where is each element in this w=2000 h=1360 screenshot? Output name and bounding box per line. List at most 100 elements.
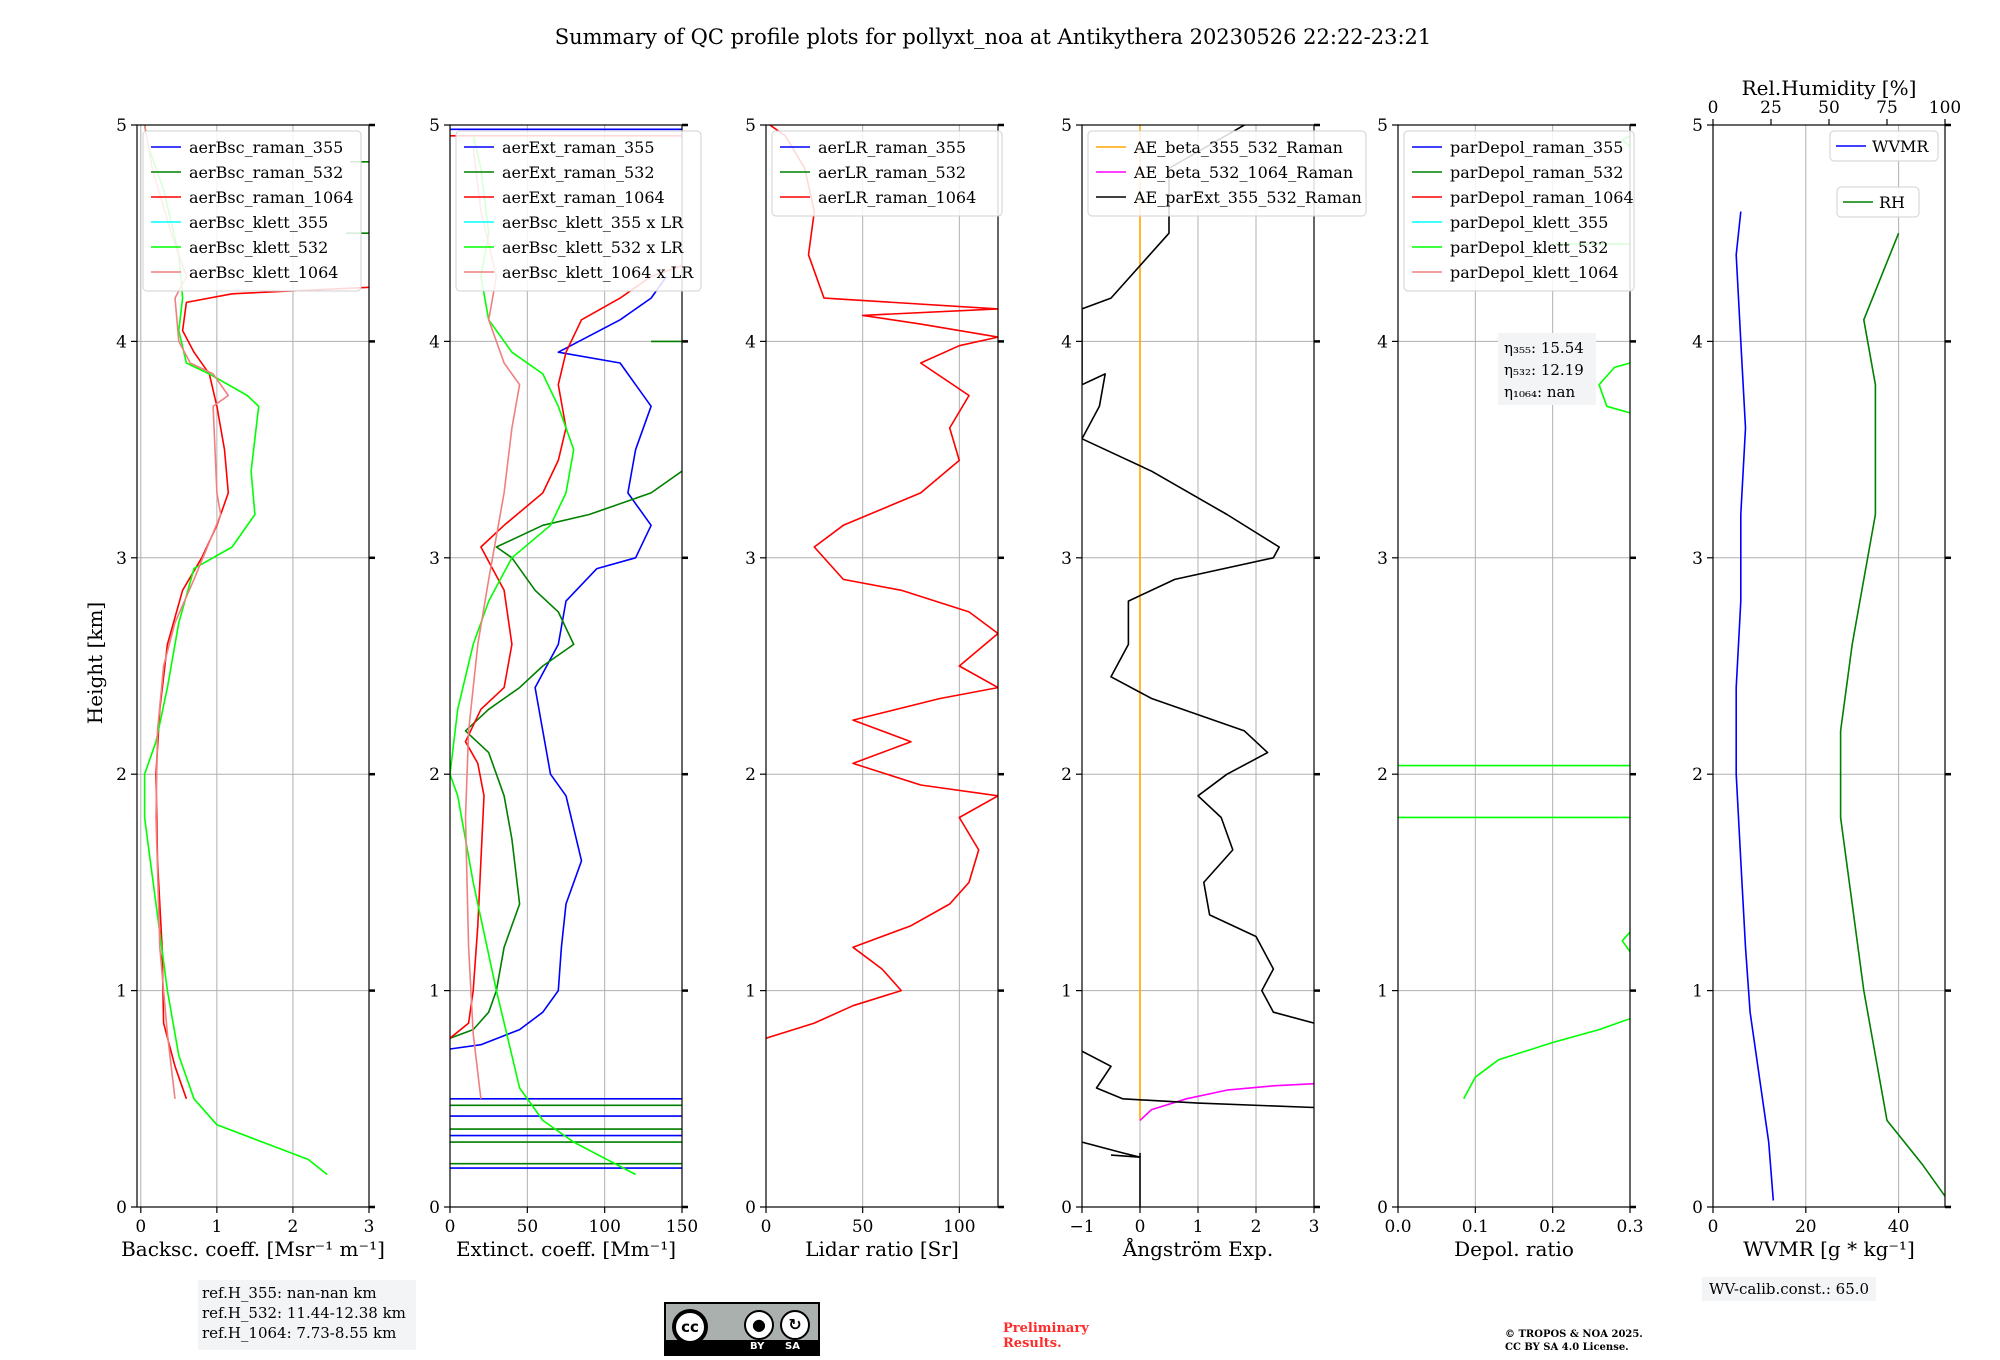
ytick-label-2-4: 4 — [745, 332, 756, 352]
legend-label-1-3: aerBsc_klett_355 x LR — [502, 213, 684, 232]
legend-box-0 — [142, 130, 362, 292]
legend-label-2-1: aerLR_raman_532 — [818, 163, 966, 182]
xtick-label-2-2: 100 — [943, 1217, 975, 1237]
ytick-label-0-3: 3 — [116, 549, 127, 569]
eta-line-4-2: η₁₀₆₄: nan — [1504, 383, 1575, 401]
ytick-label-5-5: 5 — [1692, 116, 1703, 136]
ytick-label-5-4: 4 — [1692, 332, 1703, 352]
series-1-0 — [450, 276, 668, 1050]
xlabel-5: WVMR [g * kg⁻¹] — [1743, 1237, 1915, 1261]
xlabel-1: Extinct. coeff. [Mm⁻¹] — [456, 1237, 676, 1261]
series-1-3 — [450, 135, 636, 1176]
x2label-5: Rel.Humidity [%] — [1742, 76, 1917, 100]
legend-box-3 — [1087, 130, 1367, 217]
legend-label-0-5: aerBsc_klett_1064 — [189, 263, 338, 282]
ytick-label-3-1: 1 — [1061, 982, 1072, 1002]
panel-1: 0 50 100 150 0 1 2 3 4 5 Extinct. coeff. [Mm⁻¹] aer… — [429, 116, 702, 1261]
legend-label-4-3: parDepol_klett_355 — [1450, 213, 1608, 232]
ytick-label-3-0: 0 — [1061, 1198, 1072, 1218]
copyright-note: © TROPOS & NOA 2025. CC BY SA 4.0 Licens… — [1505, 1328, 1643, 1354]
legend-label-0-2: aerBsc_raman_1064 — [189, 188, 354, 207]
series-3-4 — [1082, 1050, 1314, 1109]
series-2-0 — [766, 125, 998, 1039]
ytick-label-3-3: 3 — [1061, 549, 1072, 569]
ytick-label-2-0: 0 — [745, 1198, 756, 1218]
ytick-label-4-3: 3 — [1377, 549, 1388, 569]
xtick-label-1-1: 50 — [517, 1217, 539, 1237]
xtick-label-4-1: 0.1 — [1462, 1217, 1489, 1237]
series-4-1 — [1621, 931, 1630, 953]
legend-label-1-2: aerExt_raman_1064 — [502, 188, 665, 207]
cc-icon: cc — [672, 1309, 708, 1345]
series-4-2 — [1598, 362, 1630, 414]
xtick-label-5-1: 20 — [1795, 1217, 1817, 1237]
ytick-label-3-2: 2 — [1061, 765, 1072, 785]
xtick-label-4-3: 0.3 — [1616, 1217, 1643, 1237]
legend-label-4-1: parDepol_raman_532 — [1450, 163, 1623, 182]
legend-label-0-3: aerBsc_klett_355 — [189, 213, 328, 232]
xtick-label-2-1: 50 — [852, 1217, 874, 1237]
xlabel-0: Backsc. coeff. [Msr⁻¹ m⁻¹] — [121, 1237, 385, 1261]
ytick-label-4-5: 5 — [1377, 116, 1388, 136]
legend-box-5-1 — [1836, 186, 1920, 218]
legend-label-5-0: WVMR — [1872, 137, 1929, 156]
legend-label-4-5: parDepol_klett_1064 — [1450, 263, 1619, 282]
ytick-label-2-3: 3 — [745, 549, 756, 569]
x2tick-label-5-1: 25 — [1760, 98, 1782, 118]
ytick-label-2-1: 1 — [745, 982, 756, 1002]
axes-frame-1 — [449, 124, 683, 1208]
ytick-label-4-2: 2 — [1377, 765, 1388, 785]
xtick-label-2-0: 0 — [761, 1217, 772, 1237]
legend-label-4-0: parDepol_raman_355 — [1450, 138, 1623, 157]
sa-label: SA — [785, 1341, 800, 1352]
by-label: BY — [750, 1341, 765, 1352]
ytick-label-5-2: 2 — [1692, 765, 1703, 785]
legend-label-1-4: aerBsc_klett_532 x LR — [502, 238, 684, 257]
xtick-label-3-0: −1 — [1069, 1217, 1094, 1237]
series-3-1 — [1139, 1082, 1314, 1121]
x2tick-label-5-4: 100 — [1929, 98, 1961, 118]
legend-label-4-2: parDepol_raman_1064 — [1450, 188, 1634, 207]
ref-height-1064: ref.H_1064: 7.73-8.55 km — [202, 1324, 397, 1342]
x2tick-label-5-0: 0 — [1708, 98, 1719, 118]
ytick-label-0-1: 1 — [116, 982, 127, 1002]
legend-label-3-2: AE_parExt_355_532_Raman — [1133, 188, 1362, 207]
eta-line-4-1: η₅₃₂: 12.19 — [1504, 361, 1584, 379]
xtick-label-1-3: 150 — [666, 1217, 698, 1237]
ytick-label-2-2: 2 — [745, 765, 756, 785]
cc-license-badge: cc ● ↻ BY SA — [664, 1302, 820, 1356]
data-group-5 — [1735, 211, 1945, 1201]
axes-frame-2 — [765, 124, 999, 1208]
series-0-1 — [143, 125, 328, 1176]
data-group-3 — [1082, 125, 1314, 1207]
eta-box-4 — [1498, 333, 1596, 405]
ytick-label-1-5: 5 — [429, 116, 440, 136]
xtick-label-4-0: 0.0 — [1384, 1217, 1411, 1237]
axes-frame-5 — [1712, 124, 1946, 1208]
ytick-label-5-1: 1 — [1692, 982, 1703, 1002]
ytick-label-3-5: 5 — [1061, 116, 1072, 136]
panel-5: 0 20 40 0 1 2 3 4 5 WVMR [g * kg⁻¹] 0 25 50 75 100 Rel.… — [1692, 76, 1961, 1261]
copyright-line-1: © TROPOS & NOA 2025. — [1505, 1329, 1643, 1340]
ytick-label-0-5: 5 — [116, 116, 127, 136]
ytick-label-5-0: 0 — [1692, 1198, 1703, 1218]
legend-label-3-0: AE_beta_355_532_Raman — [1133, 138, 1343, 157]
legend-box-5-0 — [1829, 130, 1939, 162]
preliminary-line-2: Results. — [1003, 1336, 1062, 1351]
ref-height-355: ref.H_355: nan-nan km — [202, 1284, 377, 1302]
ytick-label-1-4: 4 — [429, 332, 440, 352]
eta-line-4-0: η₃₅₅: 15.54 — [1504, 339, 1584, 357]
ytick-label-4-4: 4 — [1377, 332, 1388, 352]
legend-label-2-0: aerLR_raman_355 — [818, 138, 966, 157]
series-3-2 — [1082, 125, 1314, 1024]
xtick-label-1-0: 0 — [445, 1217, 456, 1237]
xtick-label-0-2: 2 — [288, 1217, 299, 1237]
axes-frame-0 — [136, 124, 370, 1208]
series-5-1 — [1839, 232, 1945, 1197]
ytick-label-2-5: 5 — [745, 116, 756, 136]
preliminary-note: Preliminary Results. — [1003, 1321, 1089, 1351]
ytick-label-1-1: 1 — [429, 982, 440, 1002]
cc-badge-band — [666, 1340, 818, 1354]
